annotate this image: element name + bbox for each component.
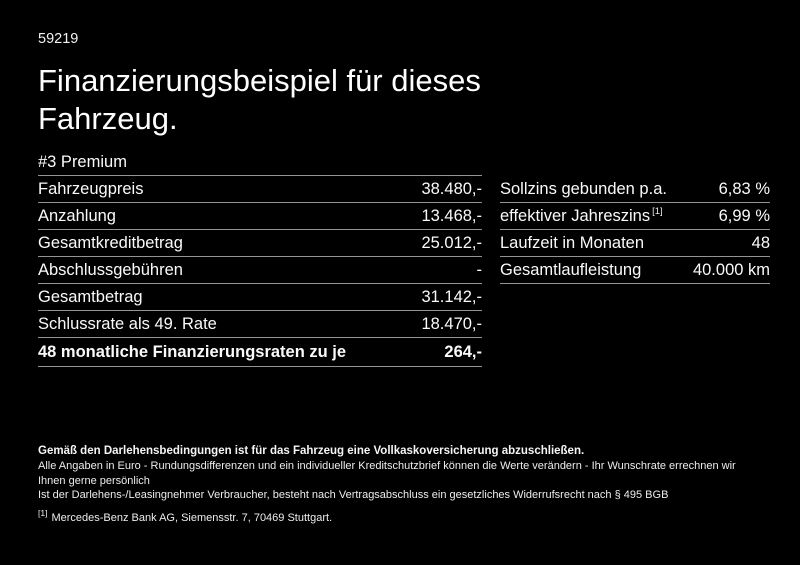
row-label: Fahrzeugpreis bbox=[38, 179, 144, 198]
table-row: Laufzeit in Monaten 48 bbox=[500, 230, 770, 257]
table-row-monthly-rate: 48 monatliche Finanzierungsraten zu je 2… bbox=[38, 338, 482, 367]
table-row: Abschlussgebühren - bbox=[38, 257, 482, 284]
footnote-marker: [1] bbox=[38, 507, 48, 518]
table-row: Gesamtkreditbetrag 25.012,- bbox=[38, 230, 482, 257]
disclaimer-line: Ist der Darlehens-/Leasingnehmer Verbrau… bbox=[38, 489, 669, 501]
table-row: Fahrzeugpreis 38.480,- bbox=[38, 176, 482, 203]
row-label: Gesamtbetrag bbox=[38, 287, 143, 306]
insurance-requirement-note: Gemäß den Darlehensbedingungen ist für d… bbox=[38, 445, 585, 457]
table-row: Sollzins gebunden p.a. 6,83 % bbox=[500, 176, 770, 203]
table-row: Gesamtlaufleistung 40.000 km bbox=[500, 257, 770, 284]
row-label: Laufzeit in Monaten bbox=[500, 233, 645, 252]
row-value: - bbox=[476, 260, 483, 279]
package-name: #3 Premium bbox=[38, 153, 127, 171]
row-value: 6,99 % bbox=[718, 206, 770, 225]
footnote-text: Mercedes-Benz Bank AG, Siemensstr. 7, 70… bbox=[51, 511, 333, 524]
row-value: 31.142,- bbox=[421, 287, 482, 306]
row-value: 40.000 km bbox=[692, 260, 770, 279]
footnote: [1] Mercedes-Benz Bank AG, Siemensstr. 7,… bbox=[38, 509, 760, 524]
row-value: 38.480,- bbox=[421, 179, 482, 198]
table-row: Schlussrate als 49. Rate 18.470,- bbox=[38, 311, 482, 338]
row-value: 48 bbox=[751, 233, 770, 252]
page-title-line1: Finanzierungsbeispiel für dieses bbox=[38, 63, 481, 98]
disclaimer-line: Alle Angaben in Euro - Rundungsdifferenz… bbox=[38, 460, 736, 487]
financing-tables: #3 Premium Fahrzeugpreis 38.480,- Anzahl… bbox=[38, 150, 770, 367]
page-title-line2: Fahrzeug. bbox=[38, 101, 178, 136]
disclaimer-block: Gemäß den Darlehensbedingungen ist für d… bbox=[38, 443, 770, 524]
table-row: Anzahlung 13.468,- bbox=[38, 203, 482, 230]
row-value: 264,- bbox=[444, 342, 482, 361]
footnote-reference-mark: [1] bbox=[652, 206, 663, 217]
table-row: Gesamtbetrag 31.142,- bbox=[38, 284, 482, 311]
row-label: 48 monatliche Finanzierungsraten zu je bbox=[38, 342, 347, 361]
row-label: Sollzins gebunden p.a. bbox=[500, 179, 667, 198]
row-label: Schlussrate als 49. Rate bbox=[38, 314, 217, 333]
vehicle-ref-number: 59219 bbox=[38, 31, 79, 47]
table-header-row: #3 Premium bbox=[38, 150, 482, 176]
table-row: effektiver Jahreszins [1] 6,99 % bbox=[500, 203, 770, 230]
row-label: Abschlussgebühren bbox=[38, 260, 183, 279]
row-value: 13.468,- bbox=[421, 206, 482, 225]
row-label-text: effektiver Jahreszins bbox=[500, 206, 651, 225]
row-label: effektiver Jahreszins [1] bbox=[500, 207, 663, 226]
financing-table-left: #3 Premium Fahrzeugpreis 38.480,- Anzahl… bbox=[38, 150, 482, 367]
row-label: Anzahlung bbox=[38, 206, 116, 225]
row-label: Gesamtkreditbetrag bbox=[38, 233, 183, 252]
row-value: 25.012,- bbox=[421, 233, 482, 252]
row-value: 18.470,- bbox=[421, 314, 482, 333]
financing-table-right: Sollzins gebunden p.a. 6,83 % effektiver… bbox=[500, 176, 770, 284]
row-label: Gesamtlaufleistung bbox=[500, 260, 642, 279]
page-title: Finanzierungsbeispiel für dieses Fahrzeug… bbox=[38, 62, 770, 138]
row-value: 6,83 % bbox=[718, 179, 770, 198]
